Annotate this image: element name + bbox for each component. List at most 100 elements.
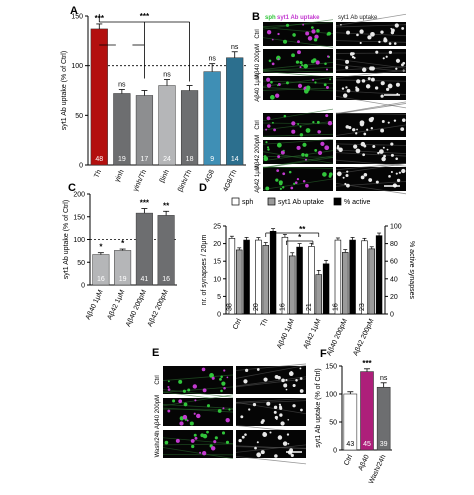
puncta [304,153,309,157]
puncta [297,50,301,55]
n-label: 38 [226,303,233,311]
puncta [260,420,264,425]
puncta [274,374,279,379]
x-tick-label: Aβ40 1μM [85,289,105,321]
puncta [336,171,342,177]
puncta [244,433,247,436]
puncta [283,383,288,388]
puncta [220,375,223,379]
puncta [380,81,385,86]
puncta [381,120,385,123]
puncta [322,172,327,177]
puncta [283,39,288,44]
puncta [386,87,390,92]
puncta [287,442,290,445]
neurite [335,13,407,27]
n-label: 16 [279,303,286,311]
neurite [162,389,234,398]
puncta [274,454,278,458]
neurite [235,400,307,404]
puncta [294,181,298,185]
y-tick-label: 150 [73,214,85,221]
puncta [183,402,188,407]
x-tick-label: γinh/Th [132,169,148,193]
puncta [299,61,303,65]
puncta [359,41,362,45]
bar [334,239,342,315]
y-tick-label: 0 [333,448,337,455]
row-label: Aβ42 200pM [255,135,261,169]
puncta [312,78,315,81]
puncta [172,399,176,403]
puncta [380,30,384,34]
n-label: 41 [140,276,148,283]
puncta [299,389,304,393]
n-label: 17 [141,156,149,163]
puncta [275,55,281,61]
puncta [345,125,350,129]
puncta [395,172,398,175]
puncta [302,23,305,26]
neurite [262,108,334,122]
puncta [254,446,257,450]
microscopy-panel-b: sph syt1 Ab uptake syt1 Ab uptakeCtrlAβ40 … [255,13,407,195]
y-axis-label: syt1 Ab uptake (% of Ctrl) [61,51,68,130]
bar [157,215,175,286]
puncta [302,142,307,147]
puncta [279,413,283,417]
significance-label: ** [163,201,170,210]
puncta [295,60,300,64]
puncta [276,142,282,148]
puncta [238,438,242,443]
puncta [316,28,320,33]
bar [158,85,176,166]
n-label: 24 [163,156,171,163]
neurite [262,157,334,169]
neurite [262,61,334,70]
puncta [346,30,350,35]
puncta [286,433,290,436]
puncta [313,38,318,42]
puncta [266,77,271,82]
puncta [359,122,365,127]
puncta [390,170,393,174]
bar [203,71,221,166]
puncta [291,53,295,58]
neurite [262,66,334,71]
row-label: Ctrl [255,120,261,129]
n-label: 48 [95,156,103,163]
puncta [370,31,375,37]
puncta [382,57,385,60]
y-axis-label: syt1 Ab uptake (% of Ctrl) [63,200,70,279]
puncta [326,55,330,58]
puncta [282,149,285,152]
row-label: Wash/24h [155,431,161,458]
bar [361,240,368,315]
puncta [277,32,280,36]
puncta [189,421,194,426]
puncta [315,60,320,65]
puncta [265,186,270,191]
puncta [356,33,359,37]
y-axis-label: nr. of synapses / 20μm [201,235,208,306]
bar [255,239,262,315]
puncta [360,175,365,180]
puncta [293,182,296,185]
neurite [335,103,407,115]
bar [360,371,374,451]
puncta [265,128,268,131]
puncta [374,86,379,90]
puncta [336,145,340,148]
puncta [175,438,180,443]
puncta [285,379,288,382]
neurite [335,40,407,43]
neurite [235,378,307,388]
puncta [306,85,311,90]
puncta [296,145,301,150]
row-label: Aβ40 1μM [255,74,261,102]
neurite [162,437,234,445]
puncta [325,114,329,118]
bar [375,235,383,315]
